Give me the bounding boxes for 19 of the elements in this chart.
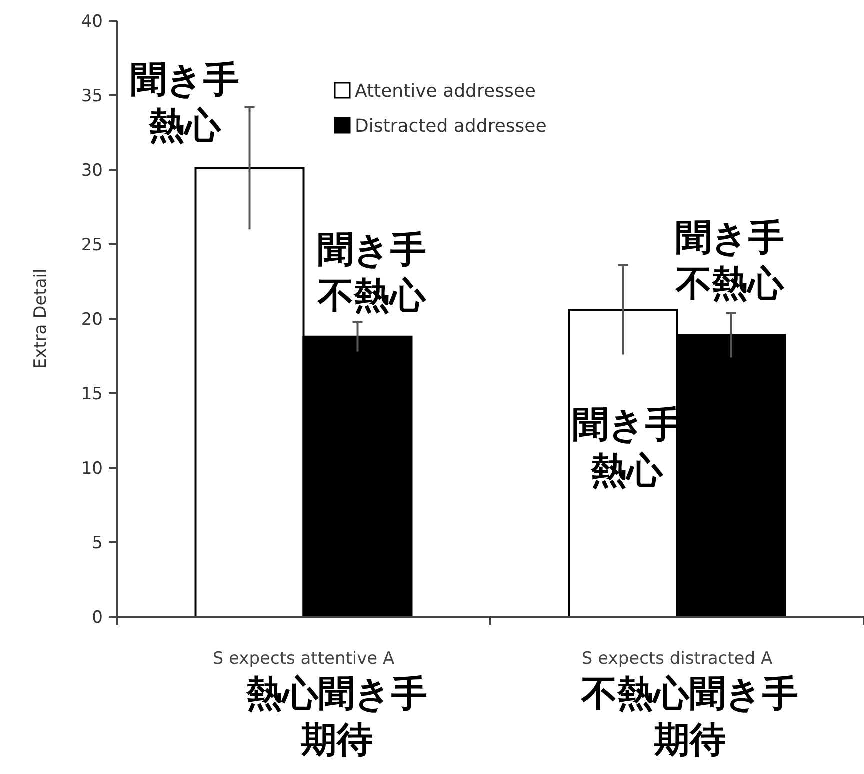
y-tick-label: 30: [81, 161, 103, 181]
y-tick-label: 35: [81, 86, 103, 106]
y-axis-title: Extra Detail: [31, 268, 51, 370]
y-tick-label: 10: [81, 459, 103, 479]
annotation: 聞き手不熱心: [317, 230, 427, 317]
text: 不熱心聞き手期待: [580, 674, 798, 761]
legend-label: Attentive addressee: [355, 81, 536, 102]
y-tick-label: 25: [81, 236, 103, 256]
annotation: 聞き手不熱心: [675, 218, 785, 305]
x-tick-label: S expects attentive A: [212, 649, 396, 669]
y-tick-label: 0: [92, 608, 103, 628]
text: 熱心聞き手期待: [246, 674, 428, 761]
y-tick-label: 20: [81, 310, 103, 330]
y-tick-label: 15: [81, 384, 103, 404]
legend-label: Distracted addressee: [355, 116, 547, 137]
annotation: 聞き手熱心: [130, 60, 240, 147]
y-tick-label: 40: [81, 12, 103, 32]
y-tick-label: 5: [92, 534, 103, 554]
x-tick-label: S expects distracted A: [582, 649, 773, 669]
